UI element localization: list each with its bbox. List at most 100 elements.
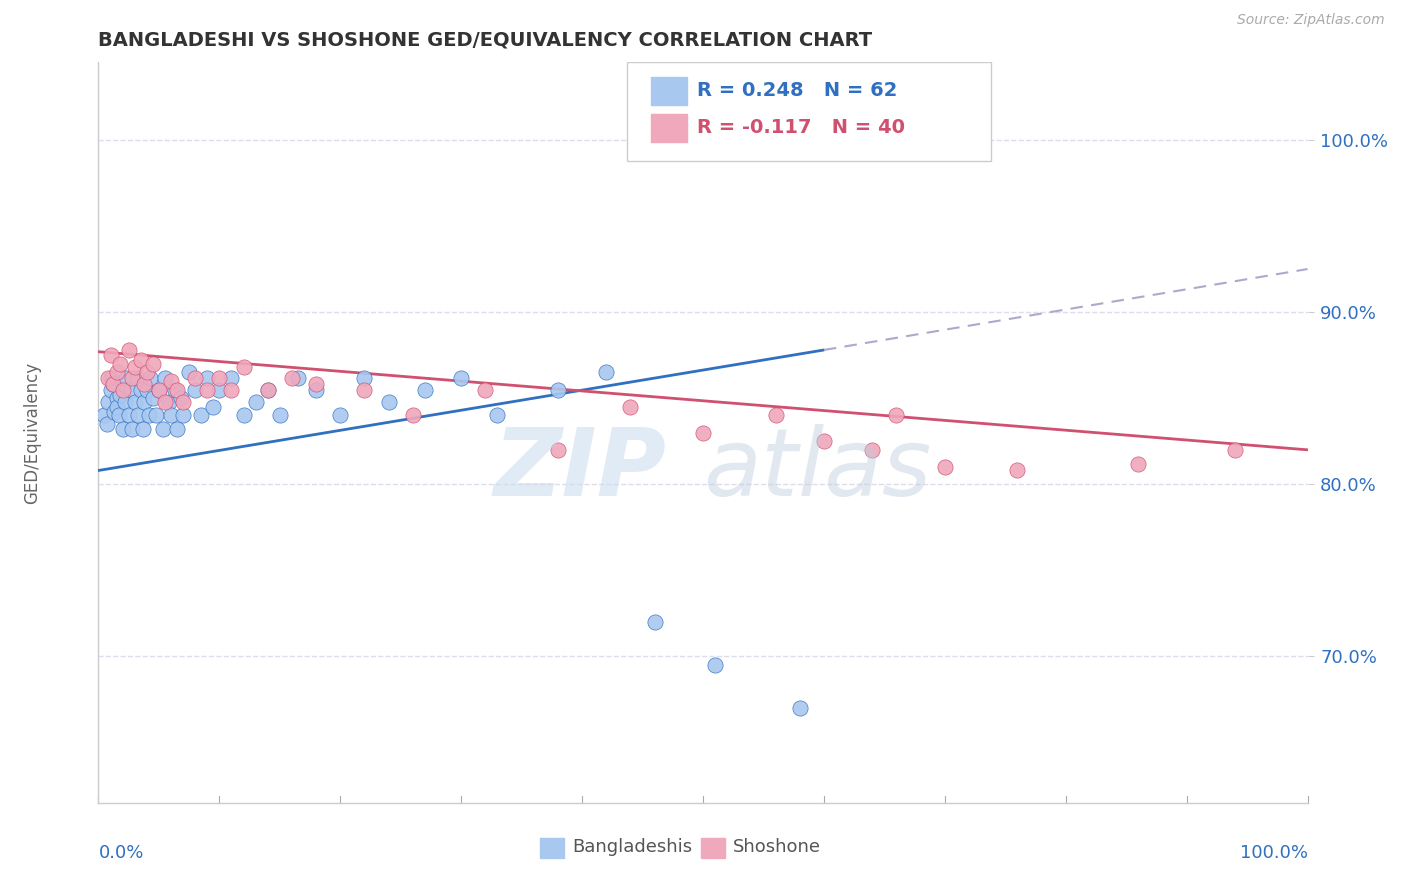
Point <box>860 442 883 457</box>
Point <box>134 377 156 392</box>
Point <box>93 409 115 423</box>
Text: atlas: atlas <box>703 424 931 516</box>
Point <box>124 394 146 409</box>
Point <box>305 383 328 397</box>
Point <box>692 425 714 440</box>
Point <box>886 409 908 423</box>
Point <box>256 383 278 397</box>
Point <box>232 360 254 375</box>
Point <box>190 409 212 423</box>
Point <box>402 409 425 423</box>
FancyBboxPatch shape <box>627 62 991 161</box>
Point <box>145 409 167 423</box>
Point <box>765 409 787 423</box>
Point <box>142 357 165 371</box>
Point <box>108 409 131 423</box>
Point <box>111 383 134 397</box>
Point <box>934 460 956 475</box>
Text: R = 0.248   N = 62: R = 0.248 N = 62 <box>697 81 897 100</box>
Point <box>152 422 174 436</box>
Point <box>595 365 617 379</box>
Point <box>704 658 727 673</box>
Point <box>105 365 128 379</box>
Point <box>148 383 170 397</box>
Bar <box>651 113 688 142</box>
Point <box>195 370 218 384</box>
Point <box>96 417 118 431</box>
Bar <box>540 838 564 858</box>
Point <box>221 383 243 397</box>
Point <box>1223 442 1246 457</box>
Point <box>115 370 138 384</box>
Point <box>547 383 569 397</box>
Point <box>169 391 191 405</box>
Point <box>450 370 472 384</box>
Point <box>153 370 176 384</box>
Point <box>256 383 278 397</box>
Point <box>789 701 811 715</box>
Point <box>413 383 436 397</box>
Point <box>97 394 120 409</box>
Point <box>172 394 194 409</box>
Point <box>97 370 120 384</box>
Point <box>101 377 124 392</box>
Point <box>108 388 131 402</box>
Point <box>103 405 125 419</box>
Point <box>166 383 188 397</box>
Point <box>108 357 131 371</box>
Point <box>160 374 183 388</box>
Point <box>329 409 352 423</box>
Point <box>111 422 134 436</box>
Point <box>129 383 152 397</box>
Text: Shoshone: Shoshone <box>734 838 821 856</box>
Point <box>377 394 399 409</box>
Point <box>157 394 180 409</box>
Point <box>105 391 128 405</box>
Point <box>184 383 207 397</box>
Point <box>221 370 243 384</box>
Point <box>644 615 666 629</box>
Point <box>118 409 141 423</box>
Point <box>121 370 143 384</box>
Point <box>132 422 155 436</box>
Point <box>208 383 231 397</box>
Point <box>100 370 122 384</box>
Point <box>305 377 328 392</box>
Point <box>166 422 188 436</box>
Text: R = -0.117   N = 40: R = -0.117 N = 40 <box>697 118 905 137</box>
Text: Source: ZipAtlas.com: Source: ZipAtlas.com <box>1237 13 1385 28</box>
Point <box>135 365 157 379</box>
Point <box>269 409 291 423</box>
Point <box>195 383 218 397</box>
Point <box>547 442 569 457</box>
Point <box>135 383 157 397</box>
Point <box>138 409 160 423</box>
Text: GED/Equivalency: GED/Equivalency <box>22 361 41 504</box>
Point <box>232 409 254 423</box>
Point <box>111 377 134 392</box>
Point <box>353 370 375 384</box>
Point <box>184 370 207 384</box>
Point <box>163 383 186 397</box>
Bar <box>651 77 688 104</box>
Point <box>179 365 201 379</box>
Point <box>245 394 267 409</box>
Point <box>142 391 165 405</box>
Point <box>281 370 304 384</box>
Point <box>124 360 146 375</box>
Point <box>813 434 835 449</box>
Point <box>114 394 136 409</box>
Point <box>1128 457 1150 471</box>
Point <box>127 370 149 384</box>
Text: 100.0%: 100.0% <box>1240 844 1308 862</box>
Point <box>121 422 143 436</box>
Point <box>105 400 128 414</box>
Text: ZIP: ZIP <box>494 424 666 516</box>
Text: Bangladeshis: Bangladeshis <box>572 838 693 856</box>
Text: BANGLADESHI VS SHOSHONE GED/EQUIVALENCY CORRELATION CHART: BANGLADESHI VS SHOSHONE GED/EQUIVALENCY … <box>98 30 873 50</box>
Point <box>1007 463 1029 477</box>
Text: 0.0%: 0.0% <box>98 844 143 862</box>
Point <box>202 400 225 414</box>
Point <box>120 383 142 397</box>
Bar <box>700 838 724 858</box>
